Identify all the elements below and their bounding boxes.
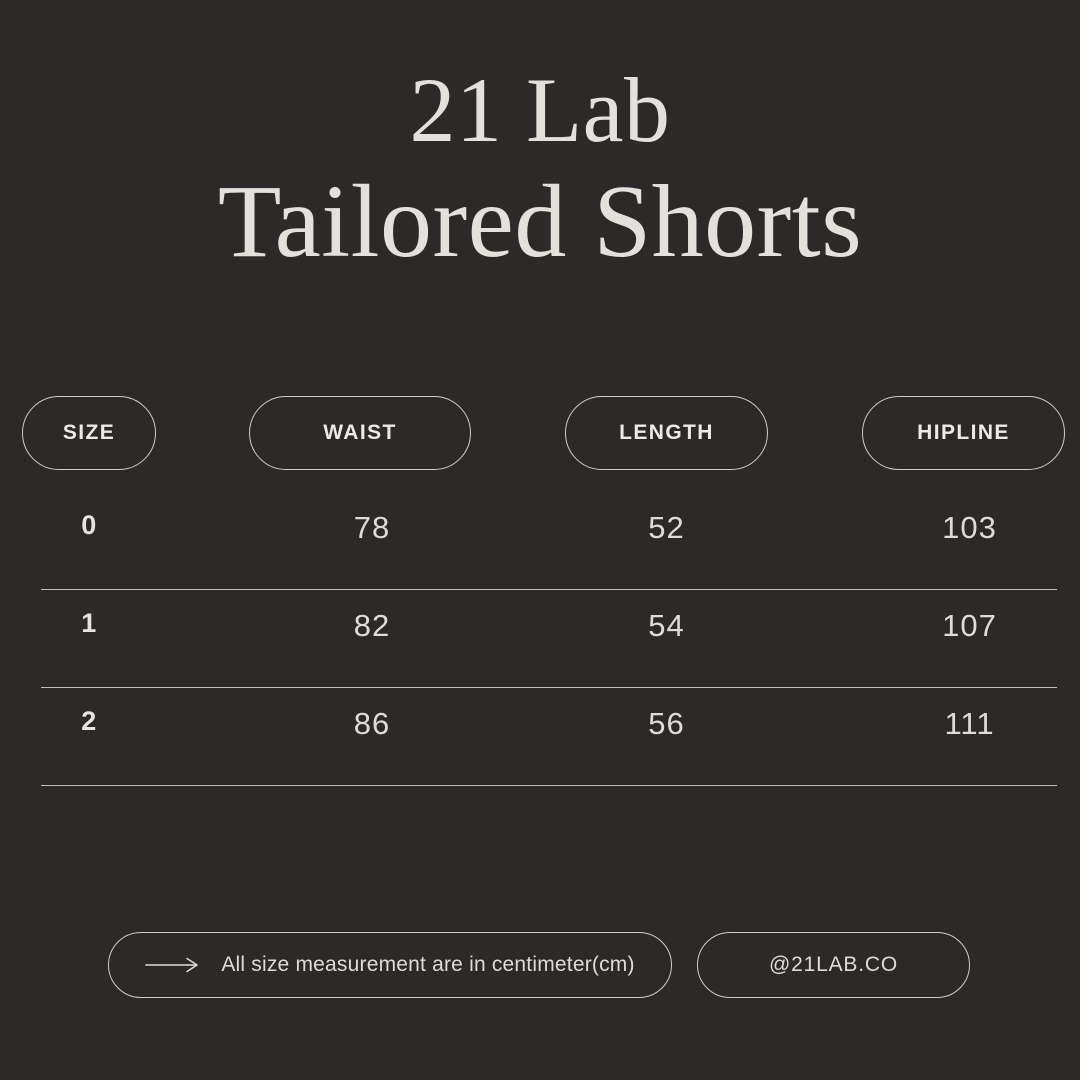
cell-size: 1 xyxy=(81,608,97,638)
cell-hipline: 103 xyxy=(942,510,997,545)
row-divider xyxy=(41,686,1057,688)
column-header-hipline: HIPLINE xyxy=(862,396,1065,470)
cell-hipline: 107 xyxy=(942,608,997,643)
measurement-note-pill: All size measurement are in centimeter(c… xyxy=(108,932,672,998)
column-header-size: SIZE xyxy=(22,396,156,470)
cell-length: 52 xyxy=(648,510,685,545)
row-divider xyxy=(41,784,1057,786)
cell-waist: 86 xyxy=(353,706,391,741)
table-row: 2 86 56 111 xyxy=(0,688,1080,786)
cell-size: 2 xyxy=(81,706,97,736)
column-header-hipline-label: HIPLINE xyxy=(917,421,1010,444)
social-handle-pill[interactable]: @21LAB.CO xyxy=(697,932,970,998)
column-header-length: LENGTH xyxy=(565,396,768,470)
table-body: 0 78 52 103 1 82 54 107 2 86 56 111 xyxy=(0,492,1080,786)
product-name: Tailored Shorts xyxy=(217,164,863,279)
cell-length: 56 xyxy=(648,706,685,741)
footer: All size measurement are in centimeter(c… xyxy=(0,932,1080,998)
column-header-size-label: SIZE xyxy=(62,421,116,444)
cell-size: 0 xyxy=(81,510,97,540)
table-row: 1 82 54 107 xyxy=(0,590,1080,688)
cell-waist: 82 xyxy=(353,608,391,643)
table-header-row: SIZE WAIST LENGTH HIPLINE xyxy=(0,396,1080,470)
cell-hipline: 111 xyxy=(944,706,995,741)
column-header-length-label: LENGTH xyxy=(619,421,714,444)
cell-waist: 78 xyxy=(353,510,391,545)
social-handle-text: @21LAB.CO xyxy=(769,953,898,976)
page-title: 21 Lab Tailored Shorts xyxy=(0,64,1080,274)
column-header-waist: WAIST xyxy=(249,396,471,470)
measurement-note-text: All size measurement are in centimeter(c… xyxy=(221,953,635,976)
brand-name: 21 Lab xyxy=(409,59,671,161)
cell-length: 54 xyxy=(648,608,685,643)
column-header-waist-label: WAIST xyxy=(323,421,397,444)
table-row: 0 78 52 103 xyxy=(0,492,1080,590)
arrow-right-icon xyxy=(145,957,199,973)
row-divider xyxy=(41,588,1057,590)
